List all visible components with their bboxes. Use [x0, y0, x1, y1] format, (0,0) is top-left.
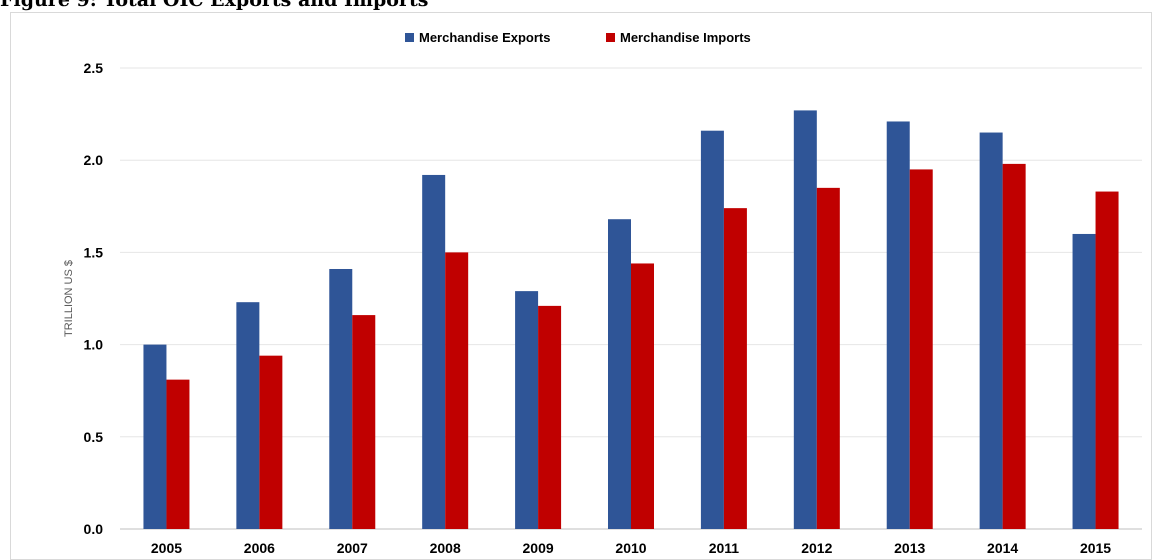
x-tick-label: 2007 [337, 540, 368, 556]
x-tick-label: 2010 [615, 540, 646, 556]
y-tick-label: 0.5 [84, 429, 104, 445]
bar-imports [723, 208, 747, 530]
bar-exports [422, 174, 446, 529]
y-tick-label: 0.0 [84, 521, 104, 537]
x-tick-label: 2014 [987, 540, 1018, 556]
bar-imports [631, 263, 654, 529]
legend-swatch-exports [405, 33, 414, 42]
bar-exports [979, 132, 1003, 530]
bar-imports [1095, 191, 1119, 529]
chart-frame [10, 12, 1152, 560]
bar-imports [538, 305, 562, 529]
bar-exports [1072, 233, 1096, 529]
bar-exports [700, 130, 724, 530]
bar-imports [1002, 163, 1026, 529]
bar-imports [166, 379, 190, 529]
y-axis-label: TRILLION US $ [63, 260, 75, 337]
legend: Merchandise Exports Merchandise Imports [405, 30, 751, 45]
x-tick-label: 2015 [1080, 540, 1111, 556]
x-tick-label: 2006 [244, 540, 275, 556]
bar-exports [793, 110, 817, 530]
bars [143, 110, 1119, 530]
x-tick-label: 2008 [430, 540, 461, 556]
x-axis-ticks: 2005 2006 2007 2008 2009 2010 2011 2012 2013 2014… [151, 540, 1111, 556]
bar-imports [816, 187, 840, 530]
x-tick-label: 2009 [523, 540, 554, 556]
bar-imports [259, 355, 283, 529]
bar-exports [236, 302, 260, 529]
legend-label-exports: Merchandise Exports [419, 30, 551, 45]
bar-exports [329, 268, 353, 529]
x-tick-label: 2011 [709, 540, 740, 556]
y-tick-label: 2.5 [84, 60, 104, 76]
legend-swatch-imports [606, 33, 615, 42]
y-tick-label: 2.0 [84, 152, 104, 168]
bar-exports [515, 291, 539, 529]
x-tick-label: 2012 [801, 540, 832, 556]
bar-imports [909, 169, 933, 530]
bar-exports [608, 219, 631, 529]
y-tick-label: 1.5 [84, 244, 104, 260]
y-axis-ticks: 0.0 0.5 1.0 1.5 2.0 2.5 [84, 60, 104, 537]
bar-exports [143, 344, 167, 529]
x-tick-label: 2013 [894, 540, 925, 556]
x-tick-label: 2005 [151, 540, 182, 556]
y-tick-label: 1.0 [84, 337, 104, 353]
bar-imports [445, 252, 469, 529]
figure-title: Figure 9: Total OIC Exports and Imports [0, 0, 429, 11]
bar-exports [886, 121, 910, 529]
bar-imports [352, 315, 376, 529]
legend-label-imports: Merchandise Imports [620, 30, 751, 45]
